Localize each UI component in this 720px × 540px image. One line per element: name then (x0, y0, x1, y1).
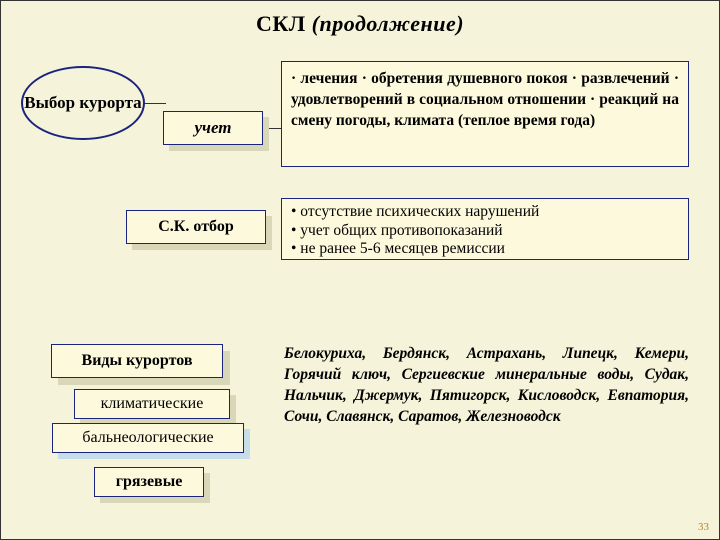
oval-vybor-kurorta: Выбор курорта (21, 66, 145, 140)
otbor-label: С.К. отбор (158, 218, 234, 236)
baln-label: бальнеологические (82, 429, 213, 447)
box2-line: • не ранее 5-6 месяцев ремиссии (291, 240, 679, 259)
box2-line: • учет общих противопоказаний (291, 222, 679, 241)
klim-label: климатические (101, 395, 204, 413)
box-balneologicheskie: бальнеологические (52, 423, 244, 453)
slide-title: СКЛ (продолжение) (1, 1, 719, 41)
uchet-label: учет (194, 118, 231, 138)
box-uchet: учет (163, 111, 263, 145)
cities-list: Белокуриха, Бердянск, Астрахань, Липецк,… (284, 344, 689, 428)
gryaz-label: грязевые (116, 473, 183, 491)
box-gryazevye: грязевые (94, 467, 204, 497)
box-vidy-kurortov: Виды курортов (51, 344, 223, 378)
connector-line (144, 103, 166, 104)
box1-text: · лечения · обретения душевного покоя · … (291, 70, 679, 129)
vidy-label: Виды курортов (82, 352, 193, 370)
box-klimaticheskie: климатические (74, 389, 230, 419)
box-criteria-1: · лечения · обретения душевного покоя · … (281, 61, 689, 167)
title-continuation: (продолжение) (312, 11, 464, 36)
cities-text: Белокуриха, Бердянск, Астрахань, Липецк,… (284, 345, 689, 425)
box-otbor: С.К. отбор (126, 210, 266, 244)
box2-line: • отсутствие психических нарушений (291, 203, 679, 222)
box-criteria-2: • отсутствие психических нарушений • уче… (281, 198, 689, 260)
title-main: СКЛ (256, 11, 306, 36)
page-number: 33 (698, 521, 709, 533)
oval-label: Выбор курорта (24, 93, 141, 113)
